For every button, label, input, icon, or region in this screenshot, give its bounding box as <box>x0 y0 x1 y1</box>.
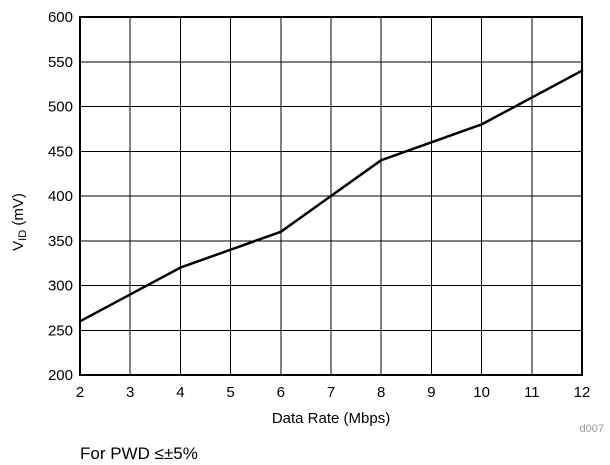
x-tick-label-0: 2 <box>76 384 84 401</box>
y-axis-title-subscript: ID <box>17 230 29 241</box>
x-axis-ticks: 2 3 4 5 6 7 8 9 10 11 12 <box>76 384 591 401</box>
x-tick-label-8: 10 <box>473 384 490 401</box>
x-tick-label-5: 7 <box>327 384 335 401</box>
x-tick-label-9: 11 <box>524 384 540 401</box>
y-tick-label-7: 550 <box>48 54 73 71</box>
x-tick-label-7: 9 <box>427 384 435 401</box>
y-tick-label-3: 350 <box>48 233 73 250</box>
x-axis-title: Data Rate (Mbps) <box>272 410 390 427</box>
y-axis-title-unit: (mV) <box>10 193 27 230</box>
plot-frame <box>79 16 583 376</box>
x-tick-label-4: 6 <box>277 384 285 401</box>
y-tick-label-6: 500 <box>48 99 73 116</box>
y-tick-label-1: 250 <box>48 322 73 339</box>
y-tick-label-4: 400 <box>48 188 73 205</box>
x-tick-label-10: 12 <box>574 384 591 401</box>
y-tick-label-0: 200 <box>48 367 73 384</box>
x-tick-label-1: 3 <box>126 384 134 401</box>
figure-id: d007 <box>580 423 604 435</box>
y-tick-label-2: 300 <box>48 278 73 295</box>
caption: For PWD ≤±5% <box>80 444 198 463</box>
y-tick-label-8: 600 <box>48 9 73 26</box>
x-tick-label-3: 5 <box>226 384 234 401</box>
x-tick-label-2: 4 <box>176 384 184 401</box>
y-tick-label-5: 450 <box>48 143 73 160</box>
y-axis-title: VID (mV) <box>10 193 29 251</box>
y-axis-title-main: V <box>10 241 27 251</box>
series-line-0 <box>78 69 584 323</box>
y-axis-ticks: 200 250 300 350 400 450 500 550 600 <box>48 9 73 384</box>
series-layer <box>78 69 584 323</box>
x-tick-label-6: 8 <box>377 384 385 401</box>
